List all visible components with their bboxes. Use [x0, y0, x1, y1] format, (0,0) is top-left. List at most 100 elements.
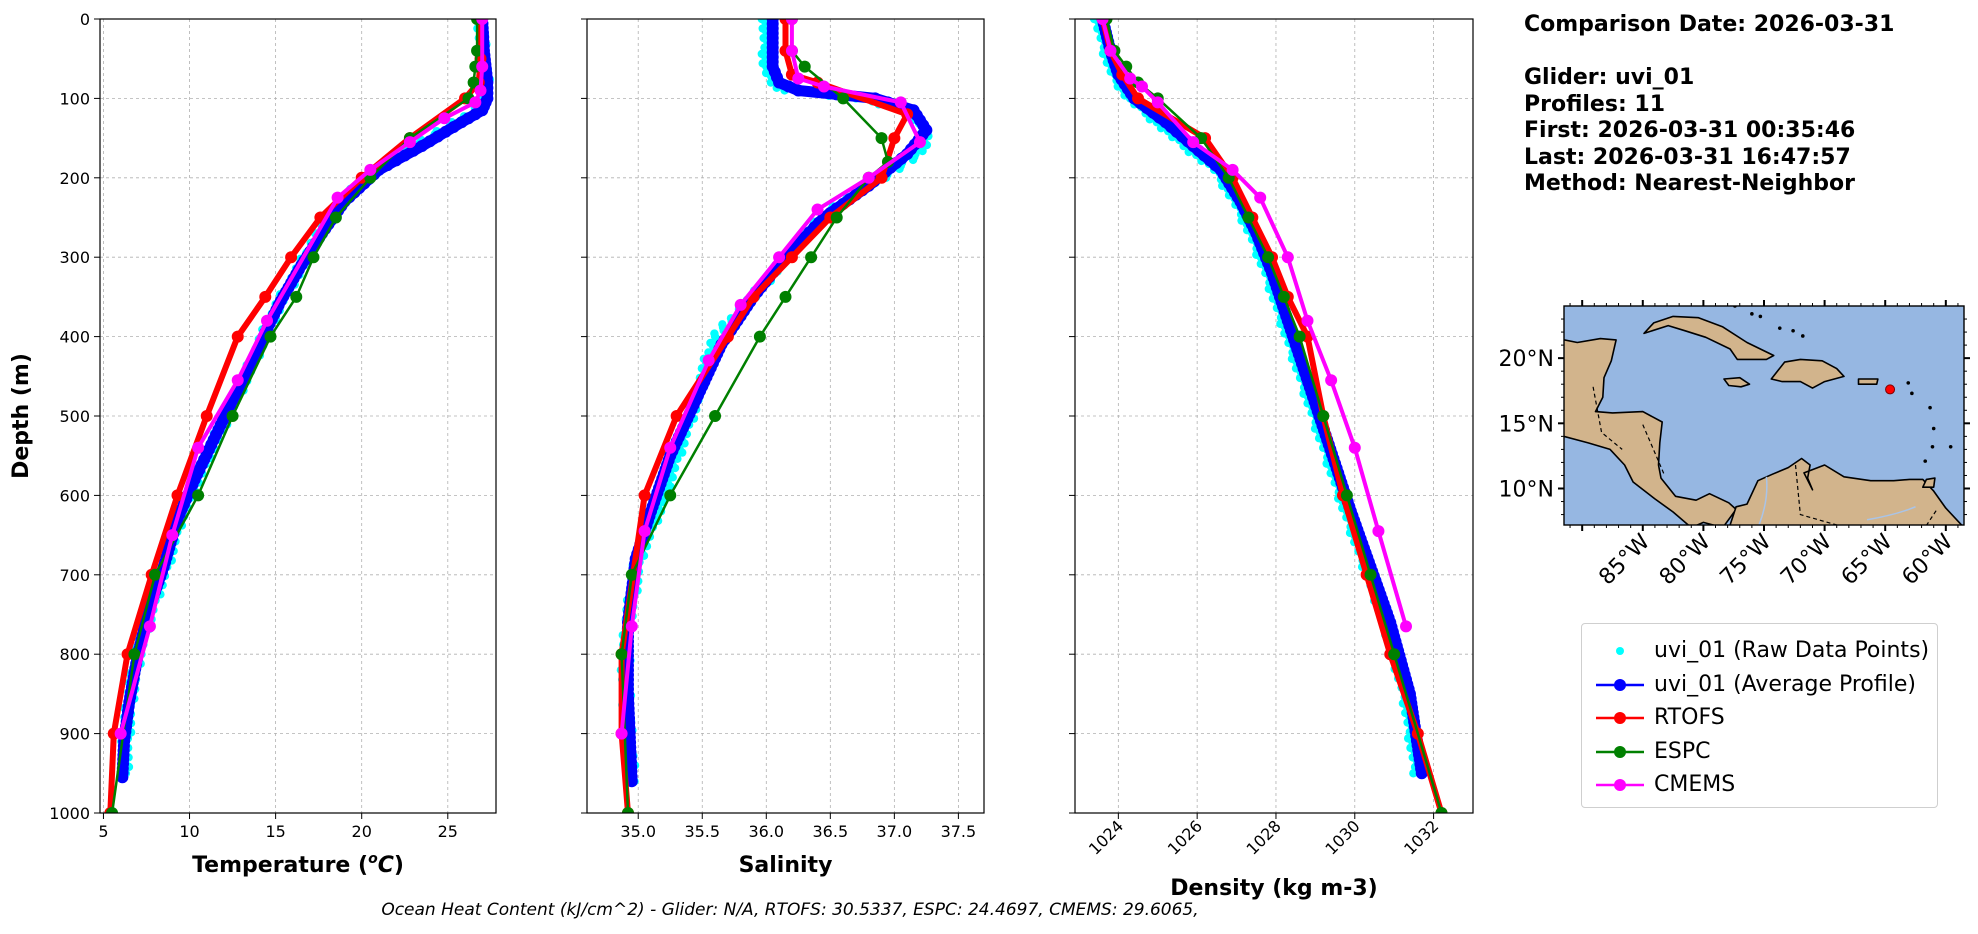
glider-location-marker — [1885, 384, 1896, 395]
legend-label: ESPC — [1654, 738, 1711, 764]
espc-point — [264, 330, 277, 343]
cmems-point — [364, 163, 377, 176]
cmems-point — [894, 96, 907, 109]
cmems-point — [192, 441, 205, 454]
espc-point — [1262, 251, 1275, 264]
legend-label: RTOFS — [1654, 705, 1725, 730]
average-profile-point — [1415, 767, 1428, 780]
legend-item-average: uvi_01 (Average Profile) — [1582, 670, 1937, 700]
y-axis-label: Depth (m) — [9, 353, 34, 479]
legend-label: uvi_01 (Average Profile) — [1654, 671, 1916, 697]
small-island — [1800, 334, 1805, 338]
raw-data-point — [668, 473, 677, 482]
cmems-point — [114, 727, 127, 740]
espc-point — [709, 410, 722, 422]
espc-point — [471, 44, 484, 57]
x-tick-label: 37.0 — [877, 822, 913, 841]
y-tick-label: 800 — [59, 645, 90, 664]
hispaniola-island — [1770, 358, 1845, 389]
cmems-point — [1281, 251, 1294, 264]
cmems-point — [476, 60, 489, 73]
series-average-profile-line — [1097, 19, 1428, 779]
y-tick-label: 300 — [59, 248, 90, 267]
rtofs-point — [1132, 92, 1145, 105]
rtofs-point — [875, 171, 888, 184]
x-tick-label: 37.5 — [941, 822, 977, 841]
cmems-point — [1254, 191, 1267, 204]
rtofs-point — [259, 290, 272, 303]
cmems-point — [773, 251, 786, 264]
cmems-point — [1226, 163, 1239, 176]
map-longitude-label: 60°W — [1897, 529, 1958, 590]
legend-swatch — [1596, 678, 1644, 691]
average-profile-point — [625, 775, 638, 788]
legend-item-cmems: CMEMS — [1582, 770, 1937, 800]
cmems-point — [1187, 136, 1200, 149]
espc-point — [467, 76, 480, 89]
cmems-point — [615, 727, 628, 740]
average-profile-point — [782, 80, 795, 93]
first-profile-time: First: 2026-03-31 00:35:46 — [1524, 118, 1856, 143]
espc-point — [149, 568, 162, 581]
average-profile-point — [773, 76, 786, 89]
legend: uvi_01 (Raw Data Points) uvi_01 (Average … — [1581, 623, 1938, 808]
y-tick-label: 400 — [59, 328, 90, 347]
south-america-landmass — [1727, 457, 1963, 525]
map-longitude-label: 80°W — [1655, 529, 1716, 590]
trinidad-island — [1922, 477, 1936, 488]
rtofs-point — [285, 251, 298, 264]
small-island — [1930, 444, 1935, 449]
x-tick-label: 36.5 — [813, 822, 849, 841]
cmems-point — [664, 441, 677, 454]
legend-item-rtofs: RTOFS — [1582, 703, 1937, 733]
series-espc-markers — [615, 19, 894, 813]
espc-point — [753, 330, 766, 343]
x-axis-label: Salinity — [739, 853, 833, 878]
profile-count: Profiles: 11 — [1524, 91, 1666, 117]
map-latitude-label: 10°N — [1499, 478, 1554, 503]
espc-point — [1364, 568, 1377, 581]
map-latitude-label: 20°N — [1499, 347, 1554, 372]
x-tick-label: 1032 — [1400, 816, 1442, 858]
series-raw-data-points — [1089, 19, 1426, 778]
cmems-point — [231, 374, 244, 387]
espc-point — [1242, 211, 1255, 224]
puerto-rico-island — [1857, 378, 1879, 385]
espc-point — [106, 807, 119, 813]
espc-point — [615, 648, 628, 661]
rtofs-point — [785, 251, 798, 264]
espc-point — [1293, 330, 1306, 343]
cmems-point — [1400, 620, 1413, 633]
series-average-profile-markers — [1096, 19, 1428, 780]
legend-label: CMEMS — [1654, 772, 1736, 797]
series-average-profile-markers — [621, 19, 933, 788]
rtofs-point — [200, 410, 213, 422]
last-profile-time: Last: 2026-03-31 16:47:57 — [1524, 144, 1851, 170]
rtofs-point — [670, 410, 683, 422]
cmems-point — [862, 171, 875, 184]
espc-point — [837, 92, 850, 105]
espc-point — [625, 568, 638, 581]
legend-swatch — [1596, 712, 1644, 724]
cmems-point — [792, 72, 805, 85]
espc-point — [875, 132, 888, 145]
small-island — [1791, 328, 1795, 333]
espc-point — [664, 489, 677, 502]
average-profile-point — [792, 84, 805, 97]
espc-point — [1277, 290, 1290, 303]
cmems-point — [913, 136, 926, 149]
cmems-point — [734, 298, 747, 311]
y-tick-label: 100 — [59, 89, 90, 108]
average-profile-point — [116, 771, 129, 784]
cmems-point — [474, 84, 487, 97]
raw-data-point — [670, 463, 680, 473]
cmems-point — [331, 191, 344, 204]
small-island — [1906, 381, 1911, 385]
espc-point — [798, 60, 811, 73]
x-tick-label: 1026 — [1164, 816, 1206, 858]
interpolation-method: Method: Nearest-Neighbor — [1524, 171, 1855, 196]
x-axis-label: Density (kg m-3) — [1170, 876, 1378, 901]
rivers — [1758, 476, 1916, 525]
cmems-point — [1325, 374, 1338, 387]
espc-point — [1340, 489, 1353, 502]
